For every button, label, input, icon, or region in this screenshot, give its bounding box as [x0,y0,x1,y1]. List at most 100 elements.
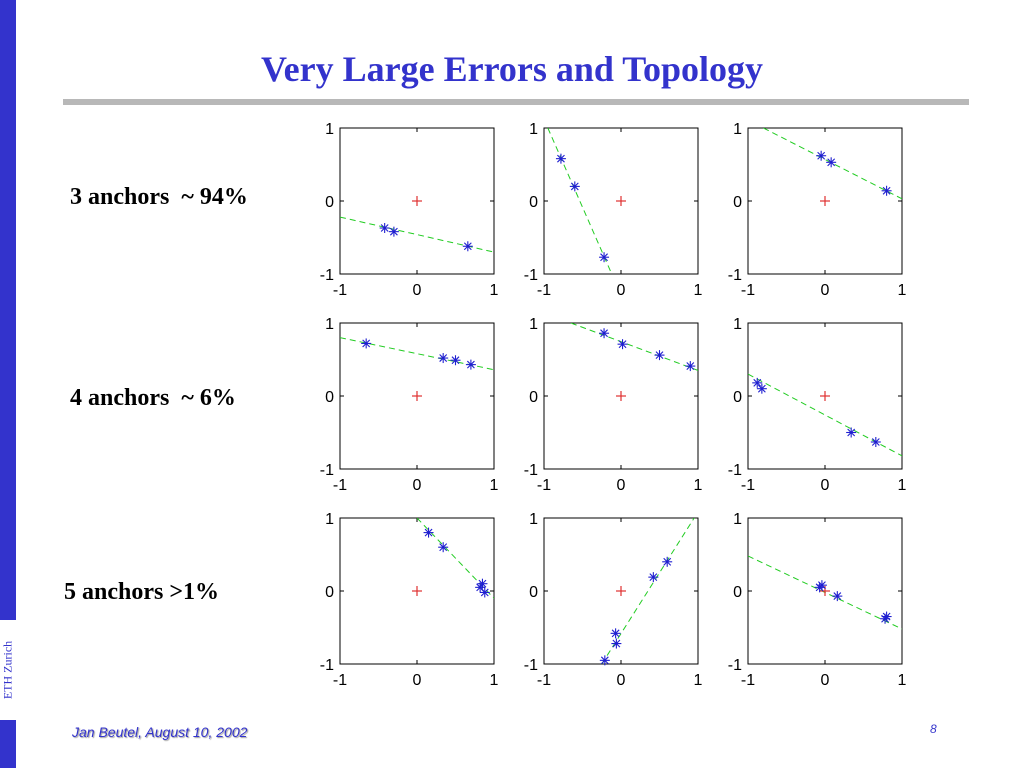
data-point [555,153,566,164]
x-tick-label: 1 [898,477,907,494]
data-point [438,542,449,553]
data-point [450,355,461,366]
x-tick-label: 1 [694,282,703,299]
y-tick-label: 1 [325,511,334,528]
data-point [599,328,610,339]
x-tick-label: 1 [898,672,907,689]
fit-line [763,128,902,200]
x-tick-label: -1 [537,672,551,689]
plot-3-anchors-2: -1 0 1 -1 0 1 [524,121,703,299]
y-tick-label: 1 [325,316,334,333]
origin-marker [412,391,422,401]
data-point [569,181,580,192]
x-tick-label: 0 [821,477,830,494]
sidebar-label: ETH Zurich [0,620,16,720]
y-tick-label: 1 [733,121,742,138]
y-tick-label: 1 [733,511,742,528]
data-point [816,580,827,591]
data-point [599,252,610,263]
x-tick-label: -1 [333,282,347,299]
y-tick-label: 1 [529,511,538,528]
y-tick-label: -1 [320,657,334,674]
data-point [816,150,827,161]
y-tick-label: 1 [529,316,538,333]
y-tick-label: 1 [529,121,538,138]
data-point [654,350,665,361]
y-tick-label: 0 [325,389,334,406]
data-point [648,572,659,583]
fit-line [601,518,695,664]
y-tick-label: 0 [325,584,334,601]
plot-5-anchors-2: -1 0 1 -1 0 1 [524,511,703,689]
page-number: 8 [930,722,937,736]
y-tick-label: 1 [325,121,334,138]
title-rule [63,99,969,105]
x-tick-label: -1 [537,282,551,299]
x-tick-label: 0 [821,672,830,689]
origin-marker [616,196,626,206]
data-point [685,361,696,372]
x-tick-label: -1 [537,477,551,494]
data-point [462,241,473,252]
x-tick-label: 0 [821,282,830,299]
x-tick-label: -1 [741,672,755,689]
data-point [832,591,843,602]
data-point [870,436,881,447]
footer-author: Jan Beutel, August 10, 2002 [72,724,248,740]
plot-5-anchors-1: -1 0 1 -1 0 1 [320,511,499,689]
y-tick-label: -1 [524,267,538,284]
data-point [846,427,857,438]
origin-marker [616,391,626,401]
data-point [752,377,763,388]
data-point [423,527,434,538]
data-point [756,383,767,394]
data-point [617,339,628,350]
x-tick-label: 0 [617,672,626,689]
x-tick-label: -1 [333,672,347,689]
y-tick-label: 0 [529,584,538,601]
origin-marker [820,391,830,401]
x-tick-label: 0 [413,477,422,494]
y-tick-label: 0 [529,194,538,211]
origin-marker [412,586,422,596]
y-tick-label: -1 [728,657,742,674]
plot-5-anchors-3: -1 0 1 -1 0 1 [728,511,907,689]
x-tick-label: 1 [694,672,703,689]
row-label-3-anchors: 3 anchors ~ 94% [70,184,248,210]
y-tick-label: 1 [733,316,742,333]
y-tick-label: 0 [733,584,742,601]
y-tick-label: 0 [733,194,742,211]
x-tick-label: -1 [333,477,347,494]
y-tick-label: -1 [728,462,742,479]
plot-3-anchors-3: -1 0 1 -1 0 1 [728,121,907,299]
y-tick-label: 0 [529,389,538,406]
x-tick-label: 0 [413,282,422,299]
data-point [379,223,390,234]
data-point [826,157,837,168]
x-tick-label: 1 [898,282,907,299]
x-tick-label: 1 [490,282,499,299]
data-point [479,587,490,598]
fit-line [547,128,613,274]
slide-title: Very Large Errors and Topology [260,49,764,89]
data-point [388,226,399,237]
sidebar-text: ETH Zurich [0,640,15,700]
y-tick-label: -1 [524,462,538,479]
data-point [361,338,372,349]
x-tick-label: 0 [617,282,626,299]
fit-line [570,323,698,371]
y-tick-label: -1 [320,267,334,284]
x-tick-label: 1 [490,477,499,494]
origin-marker [412,196,422,206]
x-tick-label: -1 [741,282,755,299]
sidebar-bar [0,0,16,768]
x-tick-label: 1 [490,672,499,689]
x-tick-label: 1 [694,477,703,494]
plot-3-anchors-1: -1 0 1 -1 0 1 [320,121,499,299]
x-tick-label: -1 [741,477,755,494]
x-tick-label: 0 [413,672,422,689]
plot-4-anchors-3: -1 0 1 -1 0 1 [728,316,907,494]
data-point [881,611,892,622]
plot-4-anchors-1: -1 0 1 -1 0 1 [320,316,499,494]
data-point [662,556,673,567]
